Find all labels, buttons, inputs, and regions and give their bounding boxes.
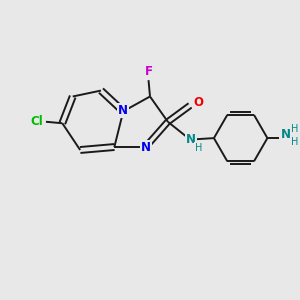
Text: O: O [194, 96, 203, 109]
Text: N: N [281, 128, 291, 141]
Text: N: N [118, 104, 128, 117]
Text: N: N [141, 141, 151, 154]
Text: H: H [291, 124, 298, 134]
Text: H: H [195, 143, 202, 153]
Text: Cl: Cl [31, 115, 44, 128]
Text: N: N [186, 133, 196, 146]
Text: F: F [145, 65, 152, 78]
Text: H: H [291, 137, 298, 147]
